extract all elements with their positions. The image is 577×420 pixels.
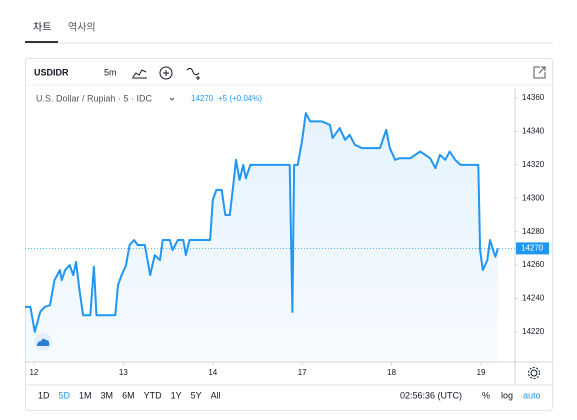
x-tick-label: 18 bbox=[387, 368, 396, 377]
fullscreen-icon[interactable] bbox=[533, 66, 546, 79]
x-tick-label: 17 bbox=[298, 368, 307, 377]
tab[interactable]: 역사의 bbox=[68, 22, 96, 34]
legend-price: 14270 bbox=[191, 94, 214, 103]
widget-frame bbox=[25, 58, 553, 411]
range-button[interactable]: 6M bbox=[122, 390, 135, 400]
legend-title: U.S. Dollar / Rupiah · 5 · IDC bbox=[36, 93, 153, 103]
x-tick-label: 12 bbox=[29, 368, 38, 377]
y-tick-label: 14260 bbox=[522, 260, 545, 269]
interval[interactable]: 5m bbox=[104, 67, 117, 77]
y-tick-label: 14320 bbox=[522, 160, 545, 169]
y-tick-label: 14340 bbox=[522, 127, 545, 136]
last-price-badge bbox=[516, 242, 549, 255]
y-tick-label: 14300 bbox=[522, 193, 545, 202]
footer-auto[interactable]: auto bbox=[523, 390, 541, 400]
chevron[interactable] bbox=[169, 97, 175, 101]
last-price-label: 14270 bbox=[521, 243, 544, 252]
y-tick-label: 14360 bbox=[522, 93, 545, 102]
range-button[interactable]: 3M bbox=[101, 390, 114, 400]
indicators-icon[interactable] bbox=[186, 67, 200, 80]
range-button[interactable]: 1Y bbox=[171, 390, 182, 400]
footer-time: 02:56:36 (UTC) bbox=[400, 390, 462, 400]
compare-icon[interactable] bbox=[159, 66, 173, 80]
settings-icon[interactable] bbox=[528, 367, 540, 379]
range-button[interactable]: 1M bbox=[79, 390, 92, 400]
range-button[interactable]: 1D bbox=[38, 390, 50, 400]
symbol[interactable]: USDIDR bbox=[34, 67, 69, 77]
footer-log[interactable]: log bbox=[501, 390, 513, 400]
logo[interactable] bbox=[34, 333, 52, 351]
range-button[interactable]: All bbox=[211, 390, 221, 400]
range-button[interactable]: YTD bbox=[144, 390, 163, 400]
y-tick-label: 14220 bbox=[522, 327, 545, 336]
price-line bbox=[25, 112, 499, 333]
candles-icon[interactable] bbox=[132, 69, 147, 79]
x-tick-label: 13 bbox=[119, 368, 128, 377]
y-tick-label: 14280 bbox=[522, 227, 545, 236]
x-tick-label: 19 bbox=[477, 368, 486, 377]
footer-percent[interactable]: % bbox=[482, 390, 490, 400]
x-tick-label: 14 bbox=[208, 368, 217, 377]
range-button[interactable]: 5D bbox=[59, 390, 71, 400]
range-button[interactable]: 5Y bbox=[191, 390, 202, 400]
area-fill bbox=[25, 113, 498, 362]
legend-change: +5 (+0.04%) bbox=[218, 94, 262, 103]
y-tick-label: 14240 bbox=[522, 294, 545, 303]
tab[interactable]: 차트 bbox=[33, 22, 51, 34]
